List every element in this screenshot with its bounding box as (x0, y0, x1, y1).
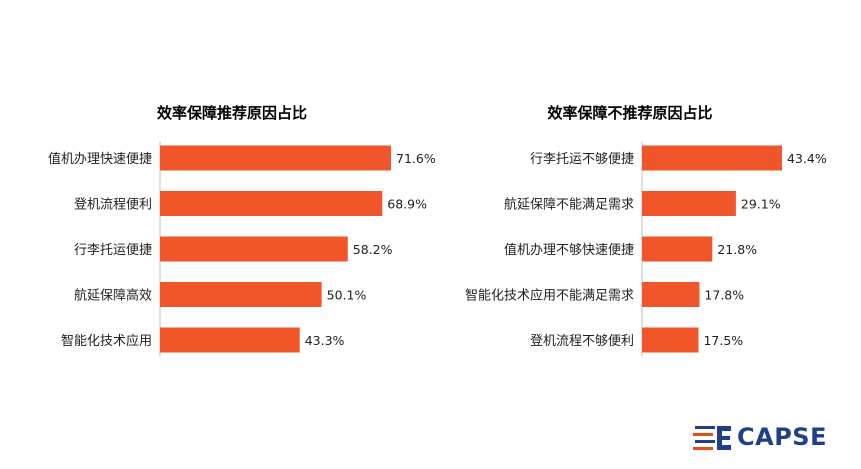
right-chart-title: 效率保障不推荐原因占比 (547, 104, 712, 122)
right-value-label: 43.4% (787, 151, 827, 166)
left-bar (160, 191, 383, 216)
left-bar (160, 145, 391, 171)
right-category-label: 值机办理不够快速便捷 (504, 242, 634, 258)
left-bar (160, 282, 322, 307)
right-category-label: 智能化技术应用不能满足需求 (465, 288, 634, 304)
left-category-label: 值机办理快速便捷 (48, 151, 152, 167)
left-value-label: 58.2% (353, 242, 393, 257)
right-bar (642, 327, 699, 353)
left-bar (160, 327, 300, 353)
logo-text: CAPSE (737, 423, 827, 451)
left-value-label: 71.6% (396, 151, 436, 166)
left-value-label: 50.1% (327, 288, 367, 303)
capse-logo: CAPSE (693, 420, 827, 454)
right-category-label: 行李托运不够便捷 (530, 152, 634, 167)
left-category-label: 行李托运便捷 (74, 243, 152, 258)
left-chart-title: 效率保障推荐原因占比 (157, 104, 307, 122)
left-value-label: 68.9% (387, 197, 427, 212)
left-category-label: 登机流程便利 (74, 198, 152, 213)
left-value-label: 43.3% (305, 333, 345, 348)
right-value-label: 17.5% (703, 333, 743, 348)
right-bar (642, 282, 700, 307)
left-category-label: 航延保障高效 (74, 288, 152, 304)
right-bar (642, 236, 713, 262)
left-bar (160, 236, 348, 262)
left-category-label: 智能化技术应用 (61, 333, 152, 349)
right-category-label: 登机流程不够便利 (530, 334, 634, 349)
right-bar (642, 191, 736, 216)
logo-mark-icon (693, 426, 731, 450)
right-category-label: 航延保障不能满足需求 (504, 197, 634, 213)
right-bar (642, 145, 783, 171)
right-value-label: 17.8% (704, 288, 744, 303)
right-value-label: 21.8% (717, 242, 757, 257)
right-value-label: 29.1% (741, 197, 781, 212)
